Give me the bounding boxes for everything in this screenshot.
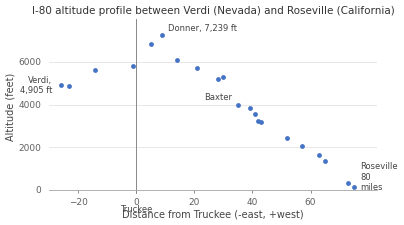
X-axis label: Distance from Truckee (-east, +west): Distance from Truckee (-east, +west)	[122, 209, 304, 219]
Point	[57, 83, 64, 87]
Point	[255, 119, 261, 122]
Point	[345, 181, 351, 184]
Point	[258, 120, 264, 124]
Text: Roseville
80
miles: Roseville 80 miles	[360, 162, 398, 192]
Y-axis label: Altitude (feet): Altitude (feet)	[6, 72, 16, 141]
Point	[147, 43, 154, 46]
Text: Verdi,
4,905 ft: Verdi, 4,905 ft	[19, 76, 52, 95]
Point	[246, 106, 253, 110]
Point	[194, 66, 200, 70]
Point	[174, 58, 180, 61]
Text: Truckee: Truckee	[120, 205, 152, 214]
Point	[252, 112, 259, 116]
Text: Donner, 7,239 ft: Donner, 7,239 ft	[168, 24, 237, 33]
Point	[351, 186, 358, 189]
Point	[92, 69, 99, 72]
Point	[322, 159, 328, 163]
Point	[159, 34, 166, 37]
Point	[66, 84, 73, 88]
Point	[299, 144, 305, 148]
Point	[284, 136, 290, 140]
Point	[220, 75, 227, 79]
Point	[316, 153, 322, 157]
Point	[130, 64, 137, 68]
Text: Baxter: Baxter	[204, 93, 232, 102]
Point	[215, 77, 221, 81]
Title: I-80 altitude profile between Verdi (Nevada) and Roseville (California): I-80 altitude profile between Verdi (Nev…	[32, 6, 395, 16]
Point	[235, 103, 241, 106]
